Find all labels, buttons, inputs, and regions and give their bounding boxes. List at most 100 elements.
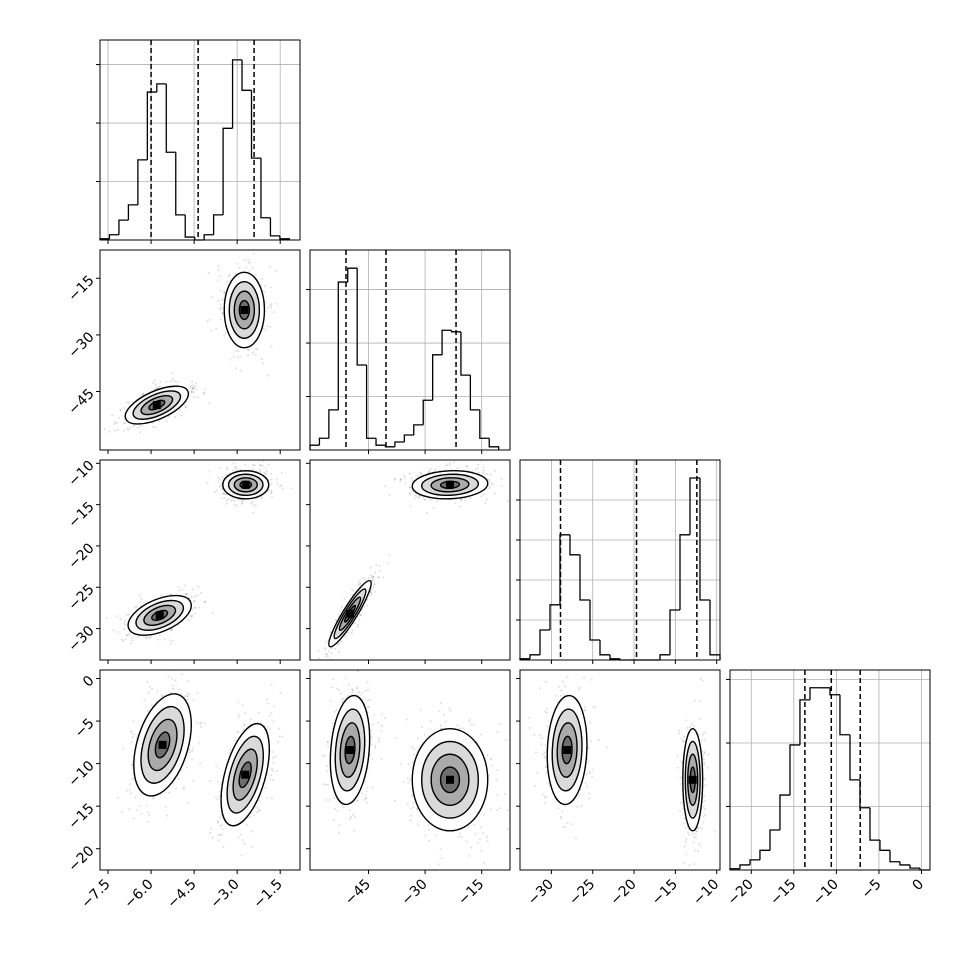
sample-point [241,839,244,842]
sample-point [129,426,132,429]
sample-point [476,841,479,844]
sample-point [152,381,155,384]
sample-point [374,744,377,747]
hist-bin [165,83,176,153]
sample-point [114,429,117,432]
sample-point [411,794,414,797]
sample-point [267,489,270,492]
sample-point [185,695,188,698]
pair-panel [321,670,510,866]
sample-point [129,783,132,786]
density-peak [346,746,354,754]
sample-point [449,461,452,464]
sample-point [281,735,284,738]
sample-point [256,811,259,814]
hist-bin [375,438,386,446]
sample-point [235,272,238,275]
sample-point [411,479,414,482]
hist-bin [909,864,920,869]
sample-point [332,819,335,822]
sample-point [140,812,143,815]
sample-point [364,796,367,799]
sample-point [372,576,375,579]
sample-point [250,846,253,849]
hist-bin [589,600,600,641]
sample-point [354,816,357,819]
density-peak [241,480,250,489]
sample-point [347,694,350,697]
sample-point [468,718,471,721]
sample-point [132,817,135,820]
sample-point [226,466,229,469]
sample-point [170,629,173,632]
sample-point [541,753,544,756]
sample-point [122,422,125,425]
sample-point [356,670,359,673]
sample-point [583,709,586,712]
hist-bin [328,409,339,439]
sample-point [270,483,273,486]
sample-point [483,813,486,816]
hist-bin [539,629,550,655]
sample-point [249,816,252,819]
sample-point [403,476,406,479]
sample-point [322,783,325,786]
sample-point [199,762,202,765]
sample-point [476,467,479,470]
sample-point [216,820,219,823]
sample-point [438,710,441,713]
sample-point [490,482,493,485]
hist-bin [318,437,329,446]
sample-point [378,565,381,568]
sample-point [208,401,211,404]
sample-point [124,638,127,641]
sample-point [138,594,141,597]
sample-point [467,825,470,828]
sample-point [350,816,353,819]
sample-point [244,712,247,715]
sample-point [221,312,224,315]
sample-point [351,629,354,632]
hist-bin [260,158,271,219]
sample-point [540,736,543,739]
sample-point [149,685,152,688]
sample-point [221,497,224,500]
sample-point [171,372,174,375]
sample-point [456,467,459,470]
sample-point [268,714,271,717]
sample-point [489,757,492,760]
sample-point [235,350,238,353]
sample-point [241,500,244,503]
sample-point [428,469,431,472]
sample-point [220,485,223,488]
sample-point [161,695,164,698]
sample-point [151,687,154,690]
sample-point [377,576,380,579]
sample-point [427,823,430,826]
sample-point [234,465,237,468]
sample-point [409,486,412,489]
sample-point [186,692,189,695]
sample-point [132,720,135,723]
sample-point [215,327,218,330]
sample-point [194,595,197,598]
sample-point [217,264,220,267]
sample-point [152,797,155,800]
sample-point [156,387,159,390]
sample-point [179,692,182,695]
sample-point [122,639,125,642]
sample-point [317,657,320,660]
sample-point [179,408,182,411]
sample-point [125,634,128,637]
sample-point [130,731,133,734]
sample-point [586,757,589,760]
sample-point [409,505,412,508]
sample-point [150,704,153,707]
sample-point [362,577,365,580]
sample-point [344,677,347,680]
sample-point [408,492,411,495]
hist-bin [250,90,261,159]
sample-point [364,578,367,581]
sample-point [564,805,567,808]
panel-frame [99,39,301,241]
